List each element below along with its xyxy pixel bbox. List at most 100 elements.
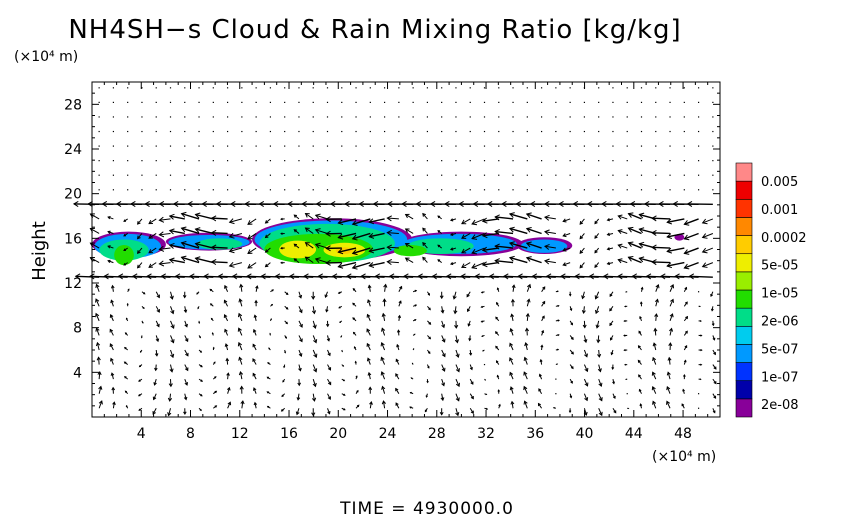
wind-vector-710 [526,116,528,118]
wind-vector-873 [626,87,628,89]
wind-vector-928 [669,284,675,292]
wind-vector-203 [212,130,214,133]
wind-vector-564 [437,230,442,234]
wind-vector-729 [540,174,543,176]
wind-vector-279 [267,362,271,365]
wind-vector-128 [158,216,171,223]
wind-vector-736 [552,406,556,409]
wind-vector-605 [466,306,471,313]
wind-vector-251 [241,101,243,103]
wind-vector-499 [398,174,400,176]
wind-vector-479 [383,130,386,133]
wind-vector-510 [412,347,415,351]
wind-vector-100 [155,291,160,299]
wind-vector-154 [184,174,186,176]
wind-vector-494 [386,244,399,251]
wind-vector-180 [198,130,200,133]
wind-vector-430 [355,174,357,176]
wind-vector-411 [341,116,343,118]
wind-vector-594 [455,130,457,133]
wind-vector-163 [198,378,203,382]
wind-vector-905 [655,284,660,292]
wind-vector-537 [426,291,430,296]
wind-vector-263 [247,262,257,269]
wind-vector-75 [141,320,144,324]
wind-vector-496 [386,215,399,222]
wind-vector-205 [212,101,214,103]
wind-vector-530 [425,393,428,398]
wind-vector-938 [669,145,671,147]
wind-vector-940 [669,116,671,118]
contour-region-3-0 [114,245,134,266]
wind-vector-586 [449,247,457,251]
wind-vector-455 [369,145,371,147]
wind-vector-752 [555,174,557,176]
wind-vector-880 [639,315,642,322]
wind-vector-148 [168,257,185,264]
wind-vector-29 [109,313,114,322]
wind-vector-82 [136,218,143,225]
wind-vector-895 [640,101,643,103]
wind-vector-79 [136,262,143,269]
wind-vector-858 [624,305,628,308]
wind-vector-390 [326,87,329,89]
wind-vector-42 [112,130,115,133]
wind-vector-925 [669,327,674,336]
wind-vector-77 [141,291,146,295]
wind-vector-320 [284,101,286,103]
wind-vector-5 [95,327,100,336]
wind-vector-235 [237,327,243,336]
wind-vector-105 [148,218,157,225]
wind-vector-526 [412,116,414,118]
wind-vector-432 [355,145,357,147]
y-tick-label-12: 12 [64,276,82,292]
wind-vector-839 [606,247,614,251]
wind-vector-194 [194,256,214,264]
wind-vector-393 [341,378,346,382]
wind-vector-268 [255,189,257,191]
wind-vector-470 [368,261,385,268]
wind-vector-754 [555,145,557,147]
wind-vector-624 [483,363,486,366]
wind-vector-550 [426,101,429,103]
wind-vector-650 [495,316,500,322]
wind-vector-202 [212,145,214,147]
wind-vector-826 [598,101,600,103]
x-axis: 4 8 12 16 20 24 28 32 36 40 44 48 [103,82,709,442]
wind-vector-403 [325,230,342,237]
wind-vector-805 [598,408,603,417]
wind-vector-600 [469,378,474,385]
wind-vector-107 [155,189,157,191]
wind-vector-240 [228,261,242,268]
wind-vector-691 [523,385,528,394]
y-tick-label-4: 4 [73,365,82,381]
wind-vector-806 [598,393,603,402]
wind-vector-123 [169,291,174,300]
wind-vector-802 [583,116,586,118]
wind-vector-424 [337,261,357,269]
wind-vector-113 [155,101,157,103]
wind-vector-361 [312,174,314,176]
wind-vector-445 [367,284,372,292]
wind-vector-35 [107,230,114,234]
contour-region-4-0 [279,240,317,259]
wind-vector-436 [355,87,357,89]
contour-region-3-2 [393,245,427,257]
wind-vector-1006 [712,160,714,162]
wind-vector-625 [482,349,485,352]
wind-vector-85 [141,174,143,176]
wind-vector-573 [441,101,443,103]
wind-vector-242 [228,232,242,239]
wind-vector-793 [579,247,585,254]
wind-vector-824 [598,130,600,133]
wind-vector-751 [555,189,557,191]
wind-vector-396 [340,335,343,338]
wind-vector-703 [508,212,528,220]
wind-vector-72 [138,364,143,368]
wind-vector-977 [683,247,699,255]
wind-vector-765 [569,320,573,326]
wind-vector-740 [555,348,560,351]
wind-vector-737 [555,393,557,395]
wind-vector-799 [583,160,586,162]
y-unit-label: (×10⁴ m) [14,49,78,65]
